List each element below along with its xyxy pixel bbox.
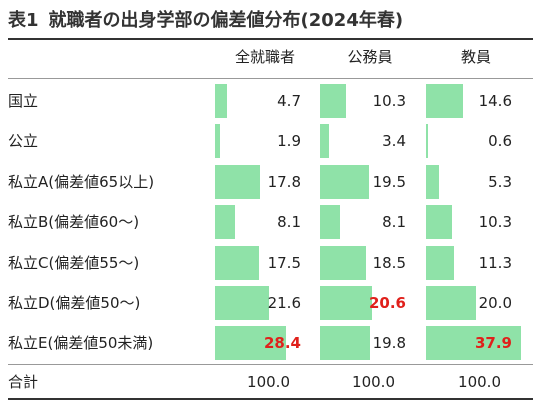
value-bar bbox=[215, 286, 269, 320]
value-label: 8.1 bbox=[382, 213, 406, 232]
value-bar bbox=[426, 245, 455, 280]
cell-teacher: 20.0 bbox=[426, 284, 526, 322]
value-label: 3.4 bbox=[382, 132, 406, 151]
row-label: 私立C(偏差値55〜) bbox=[8, 253, 140, 272]
value-bar bbox=[320, 286, 372, 320]
cell-all: 4.7 bbox=[215, 82, 315, 120]
total-value-public-servant: 100.0 bbox=[352, 373, 395, 391]
value-label: 17.8 bbox=[267, 172, 301, 191]
cell-public-servant: 10.3 bbox=[320, 82, 420, 120]
value-label: 10.3 bbox=[372, 92, 406, 110]
table-number: 表1 bbox=[8, 10, 39, 31]
value-bar bbox=[215, 205, 236, 240]
row-label: 私立E(偏差値50未満) bbox=[8, 334, 154, 353]
value-label: 8.1 bbox=[277, 213, 301, 232]
total-value-teacher: 100.0 bbox=[458, 373, 501, 391]
value-bar bbox=[320, 326, 370, 361]
row-label: 公立 bbox=[8, 132, 39, 151]
value-label: 28.4 bbox=[263, 334, 301, 353]
value-bar bbox=[320, 245, 367, 280]
cell-teacher: 10.3 bbox=[426, 203, 526, 241]
cell-teacher: 14.6 bbox=[426, 82, 526, 120]
value-bar bbox=[215, 326, 286, 361]
value-bar bbox=[320, 124, 329, 159]
value-bar bbox=[426, 84, 463, 118]
cell-all: 21.6 bbox=[215, 284, 315, 322]
cell-public-servant: 3.4 bbox=[320, 122, 420, 160]
value-label: 37.9 bbox=[474, 334, 512, 353]
value-bar bbox=[215, 164, 260, 199]
value-label: 11.3 bbox=[478, 253, 512, 272]
cell-all: 1.9 bbox=[215, 122, 315, 160]
value-bar bbox=[426, 286, 476, 320]
cell-teacher: 11.3 bbox=[426, 244, 526, 282]
value-label: 4.7 bbox=[277, 92, 301, 110]
cell-all: 8.1 bbox=[215, 203, 315, 241]
value-label: 5.3 bbox=[488, 172, 512, 191]
cell-public-servant: 20.6 bbox=[320, 284, 420, 322]
value-label: 20.6 bbox=[368, 294, 406, 312]
value-label: 20.0 bbox=[478, 294, 512, 312]
cell-public-servant: 18.5 bbox=[320, 244, 420, 282]
cell-public-servant: 19.8 bbox=[320, 324, 420, 362]
row-label: 私立B(偏差値60〜) bbox=[8, 213, 140, 232]
value-label: 19.8 bbox=[372, 334, 406, 353]
value-bar bbox=[215, 245, 259, 280]
value-bar bbox=[426, 164, 440, 199]
total-label: 合計 bbox=[8, 373, 39, 391]
cell-all: 28.4 bbox=[215, 324, 315, 362]
table-title: 表1 就職者の出身学部の偏差値分布(2024年春) bbox=[8, 6, 413, 32]
row-label: 私立D(偏差値50〜) bbox=[8, 294, 141, 312]
header-rule bbox=[8, 78, 533, 79]
value-bar bbox=[215, 84, 227, 118]
column-header-all: 全就職者 bbox=[234, 48, 295, 66]
cell-teacher: 0.6 bbox=[426, 122, 526, 160]
cell-teacher: 5.3 bbox=[426, 163, 526, 201]
column-header-teacher: 教員 bbox=[460, 48, 491, 66]
table-title-text: 就職者の出身学部の偏差値分布(2024年春) bbox=[48, 10, 404, 31]
cell-teacher: 37.9 bbox=[426, 324, 526, 362]
value-label: 17.5 bbox=[267, 253, 301, 272]
value-label: 14.6 bbox=[478, 92, 512, 110]
row-label: 国立 bbox=[8, 92, 39, 110]
cell-public-servant: 8.1 bbox=[320, 203, 420, 241]
value-bar bbox=[320, 164, 369, 199]
value-label: 18.5 bbox=[372, 253, 406, 272]
value-label: 1.9 bbox=[277, 132, 301, 151]
cell-all: 17.8 bbox=[215, 163, 315, 201]
value-label: 10.3 bbox=[478, 213, 512, 232]
row-label: 私立A(偏差値65以上) bbox=[8, 172, 155, 191]
value-bar bbox=[320, 84, 346, 118]
value-label: 0.6 bbox=[488, 132, 512, 151]
column-header-public-servant: 公務員 bbox=[347, 48, 393, 66]
value-bar bbox=[426, 326, 521, 361]
value-label: 19.5 bbox=[372, 172, 406, 191]
value-bar bbox=[426, 205, 452, 240]
total-value-all: 100.0 bbox=[247, 373, 290, 391]
value-label: 21.6 bbox=[267, 294, 301, 312]
total-rule bbox=[8, 364, 533, 365]
value-bar bbox=[426, 124, 428, 159]
top-rule bbox=[8, 38, 533, 40]
value-bar bbox=[320, 205, 341, 240]
bottom-rule bbox=[8, 398, 533, 400]
value-bar bbox=[215, 124, 220, 159]
cell-all: 17.5 bbox=[215, 244, 315, 282]
cell-public-servant: 19.5 bbox=[320, 163, 420, 201]
